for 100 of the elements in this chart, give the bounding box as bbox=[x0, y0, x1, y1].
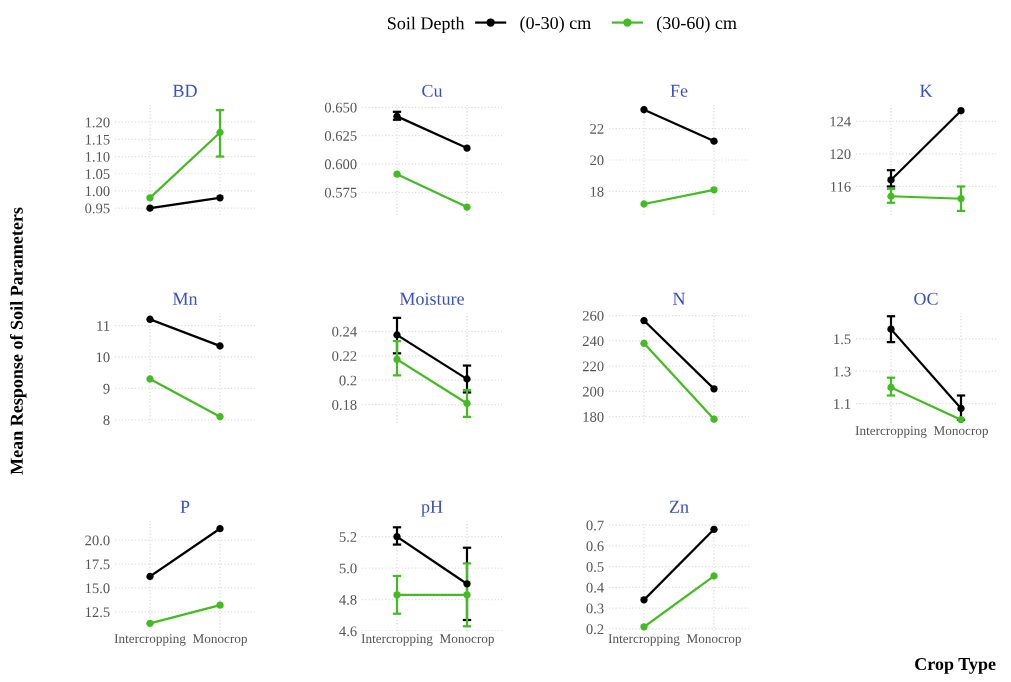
x-tick-label: Intercropping bbox=[608, 634, 680, 646]
point bbox=[640, 200, 648, 208]
y-tick-label: 0.6 bbox=[586, 541, 604, 552]
point bbox=[463, 375, 471, 383]
y-tick-label: 0.18 bbox=[332, 400, 357, 410]
point bbox=[146, 204, 154, 212]
chart-title: BD bbox=[172, 84, 197, 97]
x-tick-label: Intercropping bbox=[114, 634, 186, 646]
point bbox=[710, 385, 718, 393]
y-tick-label: 1.3 bbox=[834, 366, 851, 377]
point bbox=[887, 192, 895, 200]
point bbox=[146, 572, 154, 581]
point bbox=[393, 170, 401, 178]
point bbox=[957, 195, 965, 203]
y-tick-label: 0.650 bbox=[324, 102, 357, 113]
chart-title: Mn bbox=[172, 292, 198, 305]
y-tick-label: 240 bbox=[582, 336, 604, 347]
point bbox=[887, 176, 895, 184]
y-tick-label: 0.5 bbox=[586, 562, 604, 572]
x-axis-title: Crop Type bbox=[915, 657, 996, 674]
y-tick-label: 9 bbox=[103, 383, 110, 394]
y-tick-label: 260 bbox=[582, 310, 604, 321]
point bbox=[146, 194, 154, 202]
point bbox=[463, 591, 471, 599]
y-tick-label: 1.00 bbox=[85, 186, 110, 197]
y-tick-label: 5.0 bbox=[339, 563, 357, 574]
chart-title: K bbox=[920, 84, 933, 97]
point bbox=[710, 137, 718, 145]
y-tick-label: 22 bbox=[590, 123, 604, 134]
y-tick-label: 1.15 bbox=[85, 134, 110, 145]
x-tick-label: Intercropping bbox=[855, 426, 927, 438]
y-tick-label: 20 bbox=[590, 155, 604, 166]
y-tick-label: 1.5 bbox=[834, 334, 851, 345]
y-tick-label: 180 bbox=[583, 412, 604, 422]
point bbox=[710, 186, 718, 194]
y-tick-label: 200 bbox=[582, 386, 604, 397]
point bbox=[640, 106, 648, 114]
point bbox=[957, 107, 965, 115]
point bbox=[463, 580, 471, 588]
y-tick-label: 18 bbox=[590, 186, 604, 197]
point bbox=[216, 524, 224, 533]
y-tick-label: 0.3 bbox=[586, 603, 604, 614]
legend-label: (0-30) cm bbox=[520, 16, 591, 33]
y-tick-label: 0.2 bbox=[586, 624, 604, 635]
chart-title: Cu bbox=[422, 84, 443, 97]
point bbox=[463, 399, 471, 408]
point bbox=[887, 325, 895, 333]
y-tick-label: 17.5 bbox=[85, 559, 110, 570]
y-tick-label: 1.10 bbox=[85, 151, 110, 162]
point bbox=[216, 342, 224, 350]
y-tick-label: 120 bbox=[830, 149, 851, 160]
y-tick-label: 20.0 bbox=[85, 535, 110, 546]
y-axis-title: Mean Response of Soil Parameters bbox=[9, 207, 27, 475]
y-tick-label: 1.20 bbox=[85, 117, 110, 128]
chart-title: N bbox=[673, 292, 686, 305]
y-tick-label: 5.2 bbox=[339, 532, 357, 542]
point bbox=[710, 525, 718, 533]
x-tick-label: Monocrop bbox=[192, 634, 247, 646]
point bbox=[640, 339, 648, 348]
point bbox=[640, 316, 648, 325]
y-tick-label: 0.22 bbox=[332, 351, 357, 362]
y-tick-label: 11 bbox=[97, 321, 110, 331]
chart-title: P bbox=[180, 500, 190, 513]
y-tick-label: 10 bbox=[96, 352, 110, 363]
legend-title: Soil Depth bbox=[388, 16, 465, 34]
chart-title: Zn bbox=[669, 500, 689, 513]
point bbox=[146, 375, 154, 383]
y-tick-label: 0.600 bbox=[324, 159, 357, 170]
x-tick-label: Monocrop bbox=[686, 634, 741, 646]
y-tick-label: 0.24 bbox=[332, 326, 357, 337]
point bbox=[216, 413, 224, 421]
point bbox=[146, 619, 154, 628]
point bbox=[640, 596, 648, 604]
x-tick-label: Intercropping bbox=[361, 634, 433, 646]
point bbox=[463, 144, 471, 152]
chart-title: Fe bbox=[670, 84, 688, 97]
point bbox=[957, 404, 965, 413]
y-tick-label: 0.4 bbox=[586, 582, 604, 593]
y-tick-label: 4.8 bbox=[339, 594, 357, 605]
x-tick-label: Monocrop bbox=[933, 426, 988, 438]
point bbox=[216, 128, 224, 137]
legend-label: (30-60) cm bbox=[657, 16, 737, 33]
x-tick-label: Monocrop bbox=[439, 634, 494, 646]
y-tick-label: 4.6 bbox=[339, 626, 357, 637]
point bbox=[393, 533, 401, 541]
y-tick-label: 12.5 bbox=[85, 607, 110, 618]
chart-title: pH bbox=[421, 500, 443, 517]
point bbox=[463, 203, 471, 211]
point bbox=[146, 315, 154, 323]
y-tick-label: 116 bbox=[831, 181, 851, 192]
point bbox=[393, 331, 401, 339]
y-tick-label: 0.95 bbox=[85, 203, 110, 214]
y-tick-label: 1.05 bbox=[85, 169, 110, 180]
chart-title: Moisture bbox=[399, 292, 464, 305]
chart-title: OC bbox=[914, 292, 938, 305]
y-tick-label: 220 bbox=[582, 361, 604, 372]
y-tick-label: 0.2 bbox=[339, 375, 357, 386]
point bbox=[216, 601, 224, 609]
point bbox=[640, 623, 648, 631]
y-tick-label: 15.0 bbox=[85, 583, 110, 594]
